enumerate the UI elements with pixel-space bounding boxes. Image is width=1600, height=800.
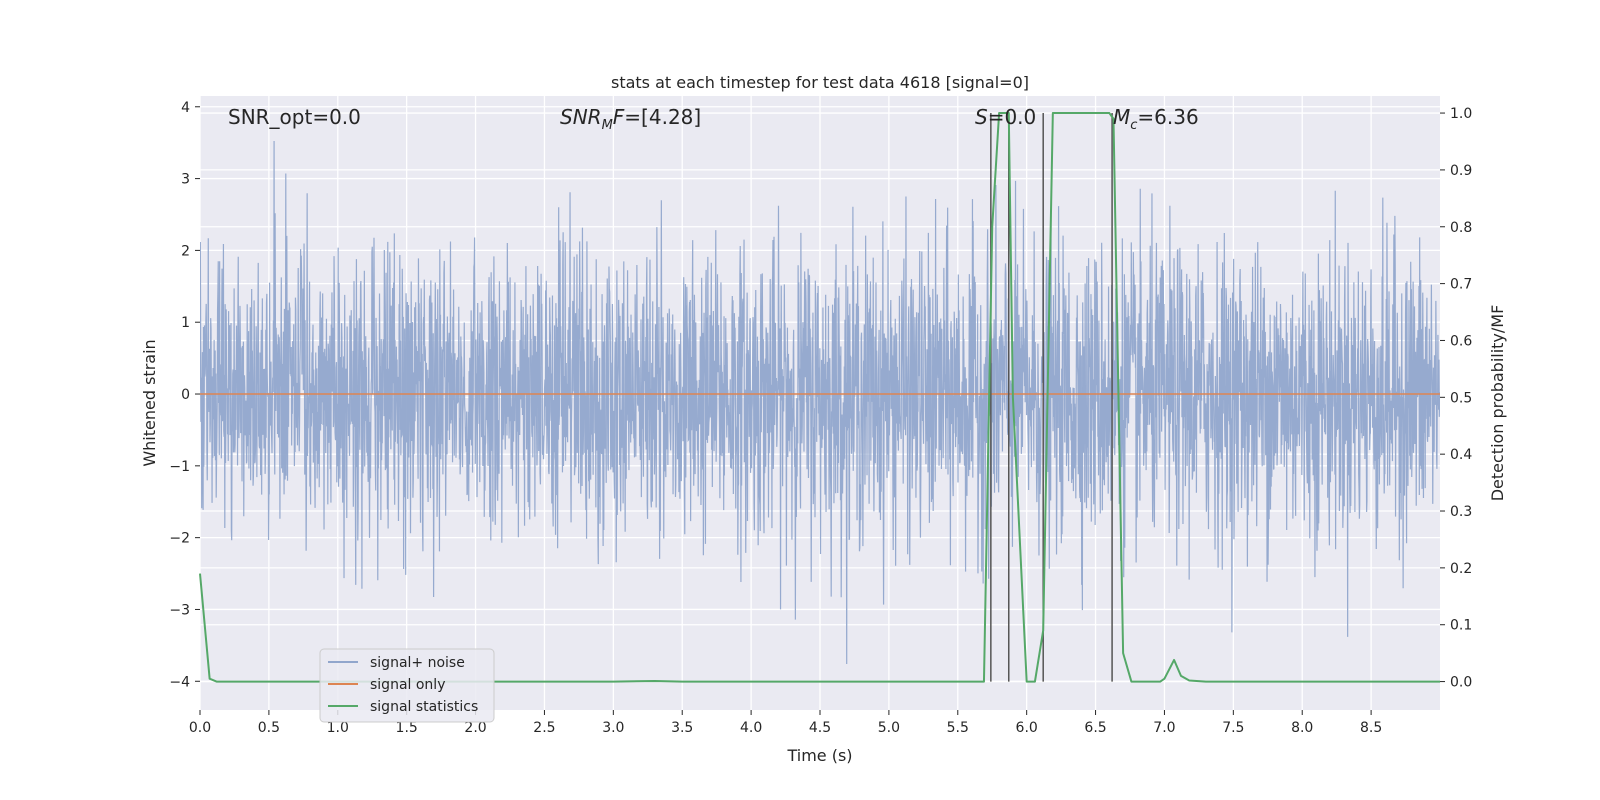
x-tick-label: 3.0	[602, 720, 624, 736]
x-tick-label: 5.0	[878, 720, 900, 736]
y-right-tick-label: 0.1	[1450, 618, 1472, 634]
x-tick-label: 8.0	[1291, 720, 1313, 736]
x-tick-label: 6.0	[1016, 720, 1038, 736]
annotation-snr-mf-f: F	[613, 105, 625, 129]
vertical-markers	[990, 113, 1113, 682]
x-tick-label: 7.0	[1153, 720, 1175, 736]
y-right-tick-label: 0.5	[1450, 390, 1472, 406]
y-right-tick-label: 0.0	[1450, 675, 1472, 691]
y-right-tick-label: 0.2	[1450, 561, 1472, 577]
legend: signal+ noise signal only signal statist…	[319, 648, 495, 723]
x-tick-label: 4.5	[809, 720, 831, 736]
annotation-s-main: S	[975, 105, 988, 129]
series-signal-statistics	[199, 112, 1440, 683]
annotation-snr-mf-main: SNR	[560, 105, 602, 129]
y-right-tick-label: 0.4	[1450, 447, 1472, 463]
legend-label-signal-plus-noise: signal+ noise	[370, 655, 465, 671]
y-right-tick-label: 1.0	[1450, 106, 1472, 122]
y-axis-right-label: Detection probability/MF	[1488, 305, 1507, 502]
x-tick-label: 5.5	[947, 720, 969, 736]
y-right-tick-label: 0.7	[1450, 277, 1472, 293]
y-left-tick-label: 1	[181, 315, 190, 331]
x-tick-label: 0.0	[189, 720, 211, 736]
annotation-s-rest: =0.0	[988, 105, 1037, 129]
y-right-tick-label: 0.8	[1450, 220, 1472, 236]
x-tick-label: 1.0	[327, 720, 349, 736]
x-tick-label: 1.5	[396, 720, 418, 736]
annotation-snr-mf: SNRMF=[4.28]	[560, 105, 701, 133]
y-right-tick-label: 0.6	[1450, 333, 1472, 349]
x-tick-label: 3.5	[671, 720, 693, 736]
annotation-snr-opt: SNR_opt=0.0	[228, 105, 361, 129]
y-left-tick-label: 4	[181, 100, 190, 116]
annotation-mc: Mc=6.36	[1113, 105, 1199, 133]
x-tick-label: 7.5	[1222, 720, 1244, 736]
x-tick-label: 8.5	[1360, 720, 1382, 736]
y-axis-left-ticks: 4 3 2 1 0 −1 −2 −3 −4	[169, 100, 200, 690]
chart-title: stats at each timestep for test data 461…	[611, 73, 1029, 92]
annotation-mc-sub: c	[1130, 118, 1137, 133]
series-signal-plus-noise	[200, 140, 1440, 664]
x-tick-label: 0.5	[258, 720, 280, 736]
x-axis-label: Time (s)	[786, 746, 852, 765]
y-axis-left-label: Whitened strain	[140, 339, 159, 466]
annotation-snr-mf-rest: F=[4.28]	[613, 105, 701, 129]
y-axis-right-ticks: 1.0 0.9 0.8 0.7 0.6 0.5 0.4 0.3 0.2 0.1 0.0	[1440, 106, 1472, 691]
x-tick-label: 4.0	[740, 720, 762, 736]
y-left-tick-label: −3	[169, 602, 190, 618]
x-tick-label: 6.5	[1084, 720, 1106, 736]
y-left-tick-label: −1	[169, 459, 190, 475]
y-right-tick-label: 0.9	[1450, 163, 1472, 179]
x-axis-ticks: 0.0 0.5 1.0 1.5 2.0 2.5 3.0 3.5 4.0 4.5 5.0 5.5 6.0 6…	[189, 710, 1382, 736]
y-left-tick-label: −2	[169, 531, 190, 547]
annotation-snr-mf-val: =[4.28]	[624, 105, 701, 129]
y-left-tick-label: −4	[169, 674, 190, 690]
annotation-s: S=0.0	[975, 105, 1036, 129]
noise-trace	[200, 140, 1440, 664]
x-tick-label: 2.0	[464, 720, 486, 736]
x-tick-label: 2.5	[533, 720, 555, 736]
legend-label-signal-statistics: signal statistics	[370, 699, 478, 715]
legend-label-signal-only: signal only	[370, 677, 445, 693]
y-left-tick-label: 0	[181, 387, 190, 403]
y-right-tick-label: 0.3	[1450, 504, 1472, 520]
annotation-mc-main: M	[1113, 105, 1130, 129]
y-left-tick-label: 3	[181, 172, 190, 188]
annotation-snr-mf-sub: M	[602, 118, 613, 133]
legend-box	[319, 648, 495, 723]
y-left-tick-label: 2	[181, 243, 190, 259]
annotation-mc-rest: =6.36	[1137, 105, 1198, 129]
